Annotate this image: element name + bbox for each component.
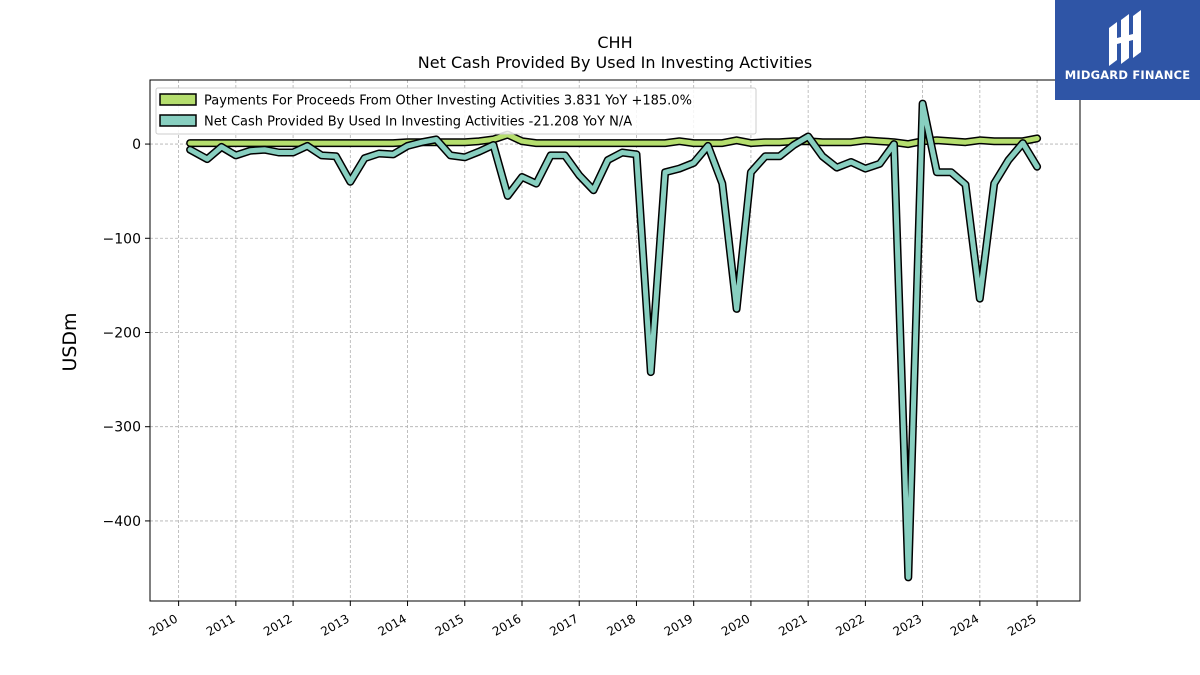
logo-text: MIDGARD FINANCE: [1064, 68, 1191, 82]
chart-title: CHH: [597, 33, 632, 52]
x-tick-label: 2019: [662, 611, 695, 638]
series-layer: [186, 99, 1042, 582]
y-axis-label: USDm: [59, 312, 81, 371]
legend-box: [155, 87, 757, 135]
midgard-finance-logo: MIDGARD FINANCE: [1055, 0, 1200, 100]
series-2-line: [187, 101, 1040, 580]
legend-swatch: [159, 114, 197, 127]
x-tick-label: 2015: [433, 611, 466, 638]
x-tick-label: 2021: [776, 611, 809, 638]
x-tick-label: 2014: [376, 611, 409, 638]
y-tick-label: 0: [132, 137, 141, 153]
legend-label: Payments For Proceeds From Other Investi…: [204, 94, 692, 109]
plot-area-frame: [149, 79, 1081, 602]
x-tick-label: 2023: [891, 611, 924, 638]
x-tick-label: 2016: [490, 611, 523, 638]
legend-label: Net Cash Provided By Used In Investing A…: [204, 115, 632, 130]
x-tick-label: 2020: [719, 611, 752, 638]
x-tick-label: 2010: [147, 611, 180, 638]
chart-subtitle: Net Cash Provided By Used In Investing A…: [418, 53, 812, 72]
x-tick-label: 2018: [605, 611, 638, 638]
x-tick-label: 2017: [547, 611, 580, 638]
legend: Payments For Proceeds From Other Investi…: [155, 87, 757, 135]
x-tick-label: 2012: [261, 611, 294, 638]
y-tick-label: −300: [103, 420, 141, 436]
x-tick-label: 2025: [1005, 611, 1038, 638]
y-tick-label: −400: [103, 514, 141, 530]
x-tick-label: 2013: [318, 611, 351, 638]
y-tick-label: −200: [103, 325, 141, 341]
legend-swatch: [159, 93, 197, 106]
midgard-logo-mark-icon: [1109, 10, 1141, 66]
x-tick-label: 2024: [948, 611, 981, 638]
y-tick-label: −100: [103, 231, 141, 247]
x-tick-label: 2022: [833, 611, 866, 638]
x-tick-label: 2011: [204, 611, 237, 638]
